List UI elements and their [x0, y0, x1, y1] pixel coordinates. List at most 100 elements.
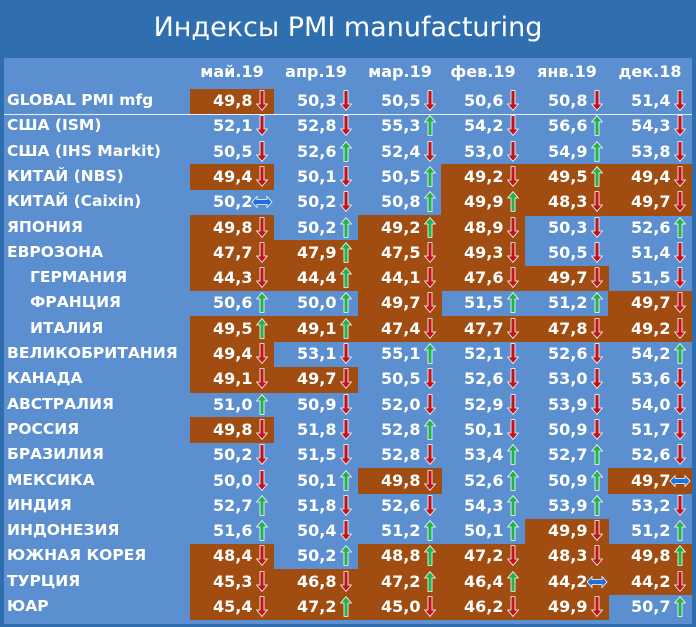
pmi-value: 55,1: [381, 344, 421, 363]
arrow-up-icon: [424, 165, 436, 187]
arrow-down-icon: [340, 393, 352, 415]
arrow-up-icon: [340, 267, 352, 288]
arrow-down-icon: [674, 191, 686, 213]
arrow-up-icon: [424, 115, 436, 137]
arrow-up-icon: [591, 444, 603, 465]
pmi-value: 54,3: [631, 116, 671, 136]
pmi-value: 49,5: [213, 318, 253, 338]
pmi-value: 50,1: [464, 419, 504, 439]
row-label: КАНАДА: [7, 369, 83, 388]
arrow-down-icon: [424, 317, 436, 339]
column-header: янв.19: [537, 62, 597, 81]
arrow-down-icon: [507, 393, 519, 415]
pmi-value: 44,3: [213, 268, 253, 288]
pmi-value: 50,8: [548, 91, 588, 110]
pmi-value: 54,3: [464, 495, 504, 515]
row-label: ИНДИЯ: [7, 495, 72, 514]
row-label: ВЕЛИКОБРИТАНИЯ: [7, 344, 178, 362]
arrow-down-icon: [256, 469, 268, 491]
pmi-value: 47,2: [464, 546, 504, 566]
pmi-value: 50,2: [213, 445, 253, 465]
pmi-value: 51,7: [631, 419, 671, 439]
pmi-value: 49,7: [631, 470, 671, 490]
arrow-down-icon: [256, 115, 268, 137]
arrow-down-icon: [674, 90, 686, 111]
pmi-value: 45,4: [213, 597, 253, 616]
pmi-value: 49,9: [548, 597, 588, 616]
pmi-value: 49,4: [631, 166, 671, 186]
arrow-up-icon: [591, 140, 603, 162]
arrow-down-icon: [591, 419, 603, 440]
pmi-value: 52,1: [213, 116, 253, 136]
pmi-value: 44,4: [297, 268, 337, 288]
pmi-value: 49,7: [548, 268, 588, 288]
pmi-value: 53,0: [464, 141, 504, 161]
pmi-value: 50,1: [297, 166, 337, 186]
arrow-down-icon: [424, 368, 436, 390]
arrow-up-icon: [340, 216, 352, 238]
pmi-value: 44,2: [548, 571, 588, 591]
arrow-down-icon: [591, 317, 603, 339]
arrow-down-icon: [674, 494, 686, 516]
pmi-value: 49,8: [631, 546, 671, 566]
pmi-value: 50,5: [381, 91, 421, 110]
arrow-down-icon: [591, 343, 603, 364]
arrow-up-icon: [256, 494, 268, 516]
pmi-value: 49,2: [381, 217, 421, 237]
arrow-down-icon: [591, 216, 603, 238]
arrow-down-icon: [674, 317, 686, 339]
pmi-value: 53,1: [297, 344, 337, 363]
arrow-down-icon: [256, 343, 268, 364]
pmi-value: 49,9: [464, 192, 504, 212]
pmi-value: 49,1: [213, 369, 253, 389]
pmi-value: 49,3: [464, 242, 504, 262]
pmi-value: 52,6: [297, 141, 337, 161]
row-label: ИНДОНЕЗИЯ: [7, 521, 120, 540]
pmi-value: 50,3: [297, 91, 337, 110]
arrow-up-icon: [591, 469, 603, 491]
pmi-value: 47,4: [381, 318, 421, 338]
arrow-up-icon: [340, 317, 352, 339]
arrow-down-icon: [674, 292, 686, 314]
arrow-down-icon: [674, 241, 686, 263]
arrow-down-icon: [591, 90, 603, 111]
arrow-down-icon: [424, 469, 436, 491]
arrow-down-icon: [424, 444, 436, 466]
pmi-value: 53,9: [548, 495, 588, 515]
pmi-value: 49,2: [631, 318, 671, 338]
arrow-down-icon: [340, 115, 352, 137]
pmi-value: 52,6: [464, 470, 504, 490]
arrow-up-icon: [340, 241, 352, 263]
pmi-value: 49,7: [631, 192, 671, 212]
pmi-value: 46,8: [297, 571, 337, 591]
arrow-up-icon: [591, 165, 603, 187]
arrow-down-icon: [424, 90, 436, 111]
row-label: КИТАЙ (Caixin): [7, 192, 142, 211]
pmi-value: 50,4: [297, 521, 337, 541]
column-header: апр.19: [285, 62, 347, 81]
pmi-value: 47,6: [464, 268, 504, 288]
arrow-up-icon: [674, 545, 686, 567]
arrow-down-icon: [507, 368, 519, 390]
arrow-down-icon: [256, 90, 268, 111]
pmi-value: 56,6: [548, 116, 588, 136]
arrow-up-icon: [340, 596, 352, 617]
pmi-value: 54,2: [464, 116, 504, 136]
arrow-down-icon: [424, 292, 436, 314]
arrow-down-icon: [674, 419, 686, 440]
pmi-value: 46,2: [464, 597, 504, 616]
pmi-value: 52,6: [548, 344, 588, 363]
row-label: ЮАР: [7, 597, 49, 615]
pmi-value: 47,5: [381, 242, 421, 262]
pmi-value: 53,4: [464, 445, 504, 465]
arrow-flat-icon: [586, 575, 608, 589]
arrow-down-icon: [674, 368, 686, 390]
arrow-down-icon: [507, 115, 519, 137]
pmi-value: 50,6: [213, 293, 253, 313]
pmi-value: 45,3: [213, 571, 253, 591]
arrow-down-icon: [674, 166, 686, 187]
pmi-value: 49,1: [297, 318, 337, 338]
arrow-down-icon: [256, 267, 268, 289]
arrow-down-icon: [424, 596, 436, 617]
